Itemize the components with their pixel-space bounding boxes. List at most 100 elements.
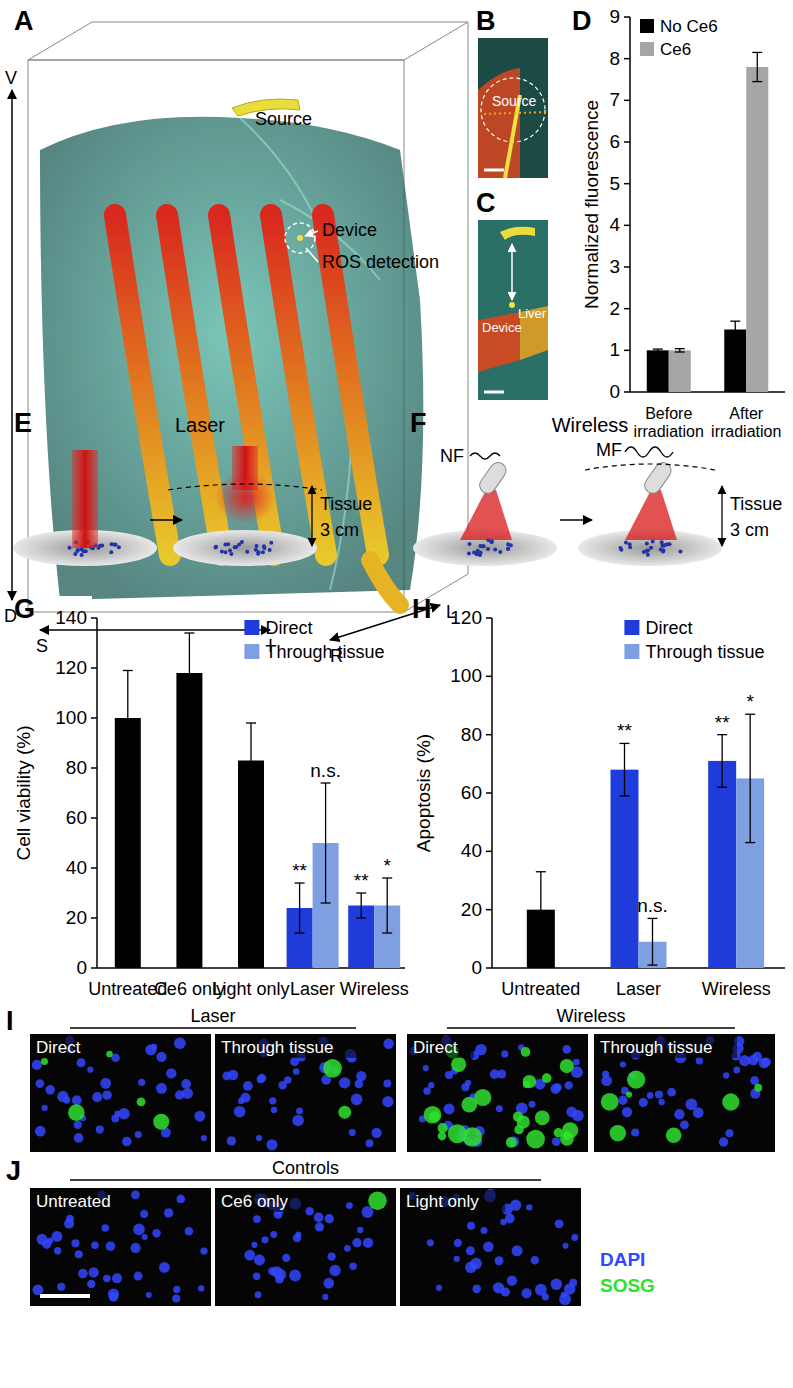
cell [661, 549, 665, 553]
scale-bar [40, 1294, 90, 1298]
cell [646, 549, 650, 553]
nucleus [282, 1254, 290, 1262]
cell [254, 544, 258, 548]
panel-a: ASourceDeviceROS detectionVDSIRL [4, 6, 468, 666]
label: Source [255, 109, 312, 129]
label: 7 [609, 89, 620, 110]
nucleus [562, 1045, 571, 1054]
label-bg [32, 1190, 126, 1212]
nucleus [138, 1079, 145, 1086]
cell [223, 550, 227, 554]
nucleus [423, 1065, 429, 1071]
error-cap [717, 734, 727, 735]
nucleus [472, 1285, 481, 1294]
cell [73, 552, 77, 556]
label: 5 [609, 173, 620, 194]
error-bar [648, 918, 658, 965]
label: Ce6 only [221, 1192, 289, 1211]
label: 40 [461, 840, 482, 861]
error-cap [536, 871, 546, 872]
sosg-signal [451, 1057, 466, 1072]
nucleus [159, 1262, 170, 1273]
y-tick [624, 100, 630, 102]
arrow [150, 519, 182, 521]
nucleus [57, 1283, 65, 1291]
cell [67, 546, 71, 550]
error-cap [246, 797, 256, 798]
error-cap [356, 917, 366, 918]
nucleus [349, 1263, 356, 1270]
nucleus [134, 1272, 143, 1281]
label: 3 cm [320, 520, 359, 540]
label: 20 [461, 899, 482, 920]
label: A [14, 6, 34, 36]
sosg-signal [562, 1122, 578, 1138]
cell [268, 548, 272, 552]
sosg-signal [41, 1058, 48, 1065]
label: Wireless [552, 414, 629, 436]
scale-bar [42, 596, 92, 600]
label: ** [354, 870, 369, 891]
error-cap [536, 947, 546, 948]
bar [669, 350, 691, 392]
y-tick [624, 308, 630, 310]
nucleus [289, 1270, 301, 1282]
nucleus [261, 1236, 268, 1243]
nucleus [461, 1083, 469, 1091]
label-line: After [729, 405, 763, 422]
device [477, 459, 510, 496]
y-tick [624, 58, 630, 60]
light-cone [460, 490, 512, 540]
source-dots [484, 112, 546, 114]
nucleus [270, 1231, 277, 1238]
label: Through tissue [645, 642, 764, 662]
error-cap [382, 877, 392, 878]
error-bar [382, 878, 392, 933]
nucleus [293, 1068, 300, 1075]
nucleus [75, 1250, 83, 1258]
label: I [6, 1006, 14, 1036]
nucleus [563, 1243, 569, 1249]
nucleus [266, 1139, 277, 1150]
figure: ASourceDeviceROS detectionVDSIRLBSourceC… [0, 0, 793, 1388]
label-bg [596, 1036, 737, 1058]
label: J [6, 1156, 21, 1186]
sosg-signal [523, 1075, 536, 1088]
nucleus [305, 1207, 313, 1215]
nucleus [500, 1219, 506, 1225]
nucleus [674, 1109, 684, 1119]
nucleus [495, 1256, 504, 1265]
label: n.s. [637, 895, 668, 916]
nucleus [719, 1137, 728, 1146]
nucleus [725, 1129, 733, 1137]
sosg-signal [463, 1127, 482, 1146]
nucleus [112, 1273, 122, 1283]
nucleus [71, 1239, 79, 1247]
nucleus [561, 1292, 567, 1298]
label: * [746, 691, 754, 712]
label: 80 [66, 757, 87, 778]
legend-swatch [624, 620, 639, 635]
nucleus [327, 1252, 335, 1260]
sosg-signal [542, 1073, 552, 1083]
error-cap [356, 892, 366, 893]
bars [527, 714, 764, 968]
cell [269, 541, 273, 545]
error-bar [730, 321, 740, 338]
nucleus [32, 1060, 42, 1070]
y-tick [624, 266, 630, 268]
bone [370, 560, 400, 605]
error-bar [123, 671, 133, 766]
label: Device [482, 320, 522, 335]
y-tick [624, 225, 630, 227]
error-line [127, 671, 128, 766]
tissue-surface [168, 484, 322, 490]
nucleus [750, 1076, 759, 1085]
nucleus [501, 1287, 510, 1296]
micrograph [215, 1188, 396, 1306]
nucleus [693, 1107, 704, 1118]
label: Ce6 [660, 40, 691, 59]
cell [229, 552, 233, 556]
error-cap [620, 743, 630, 744]
error-bar [620, 743, 630, 796]
